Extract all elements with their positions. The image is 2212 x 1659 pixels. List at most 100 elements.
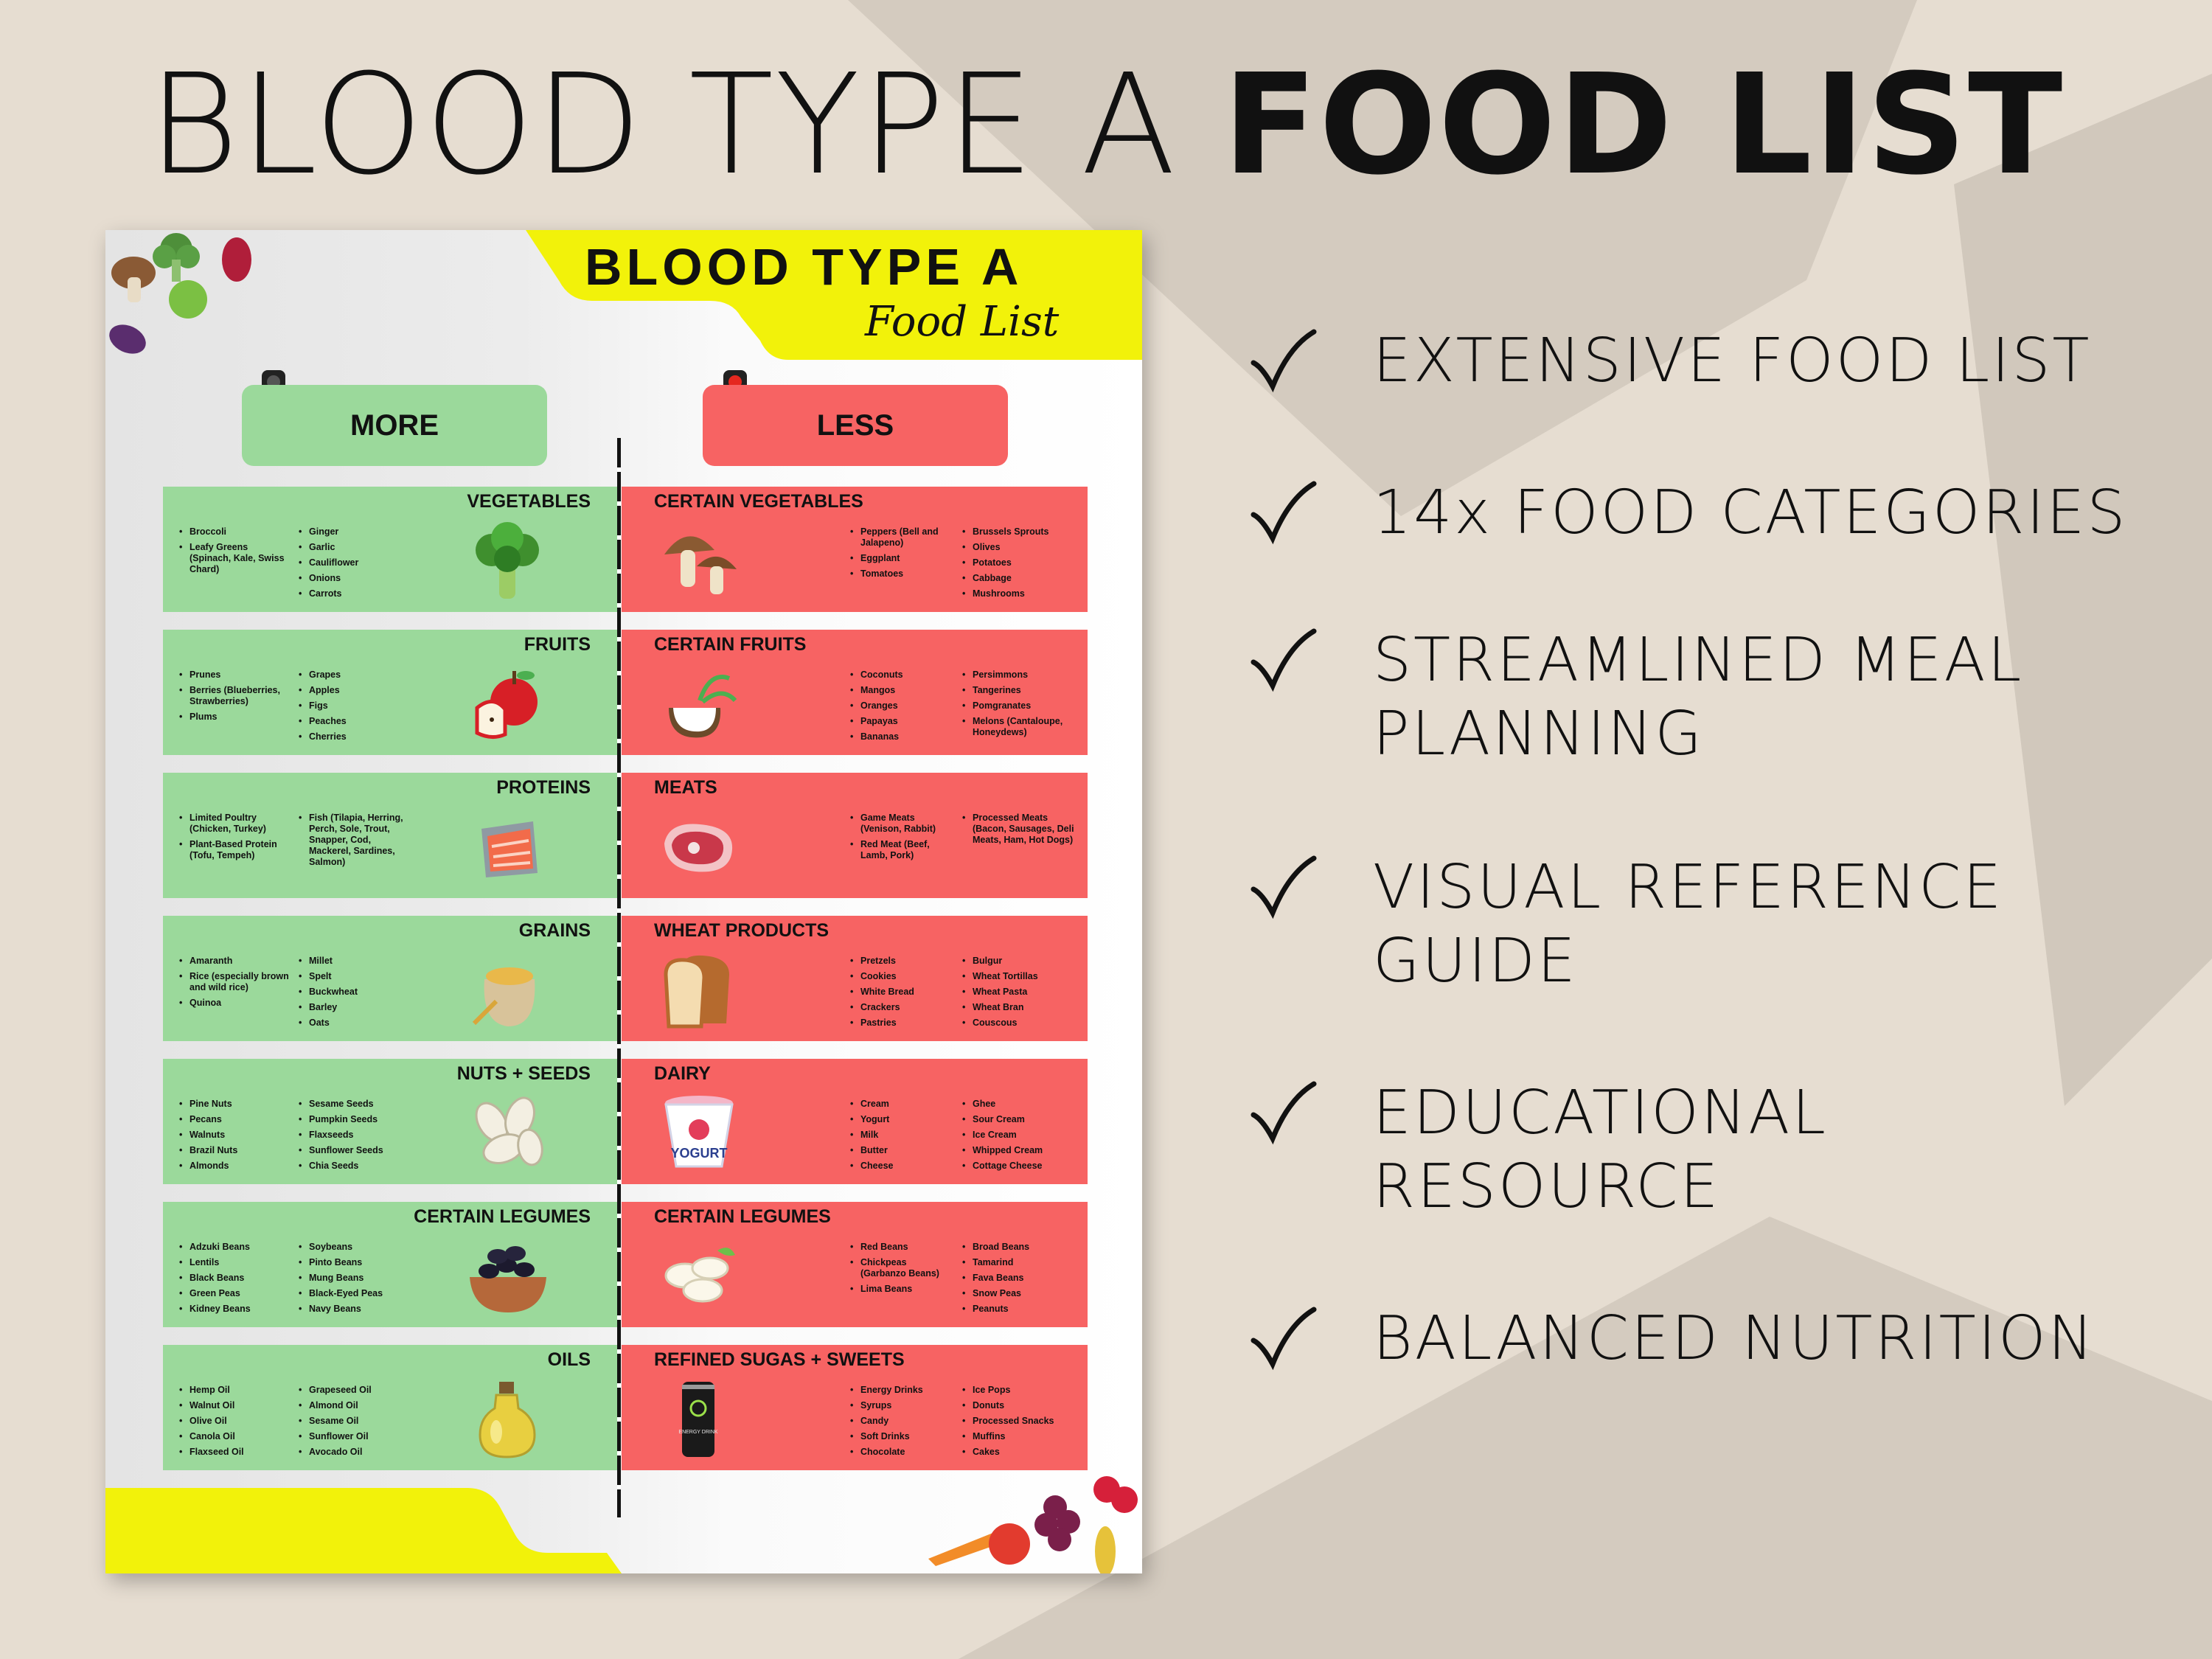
more-section-fruits: FRUITS Prunes Berries (Blueberries, Stra… [163,630,617,755]
list-item: Soybeans [299,1242,409,1253]
list-item: Melons (Cantaloupe, Honeydews) [962,716,1080,738]
list-item: Whipped Cream [962,1145,1080,1156]
section-title: CERTAIN FRUITS [654,634,807,655]
item-list: Bulgur Wheat Tortillas Wheat Pasta Wheat… [962,956,1080,1033]
list-item: Mangos [850,685,952,696]
list-item: Mung Beans [299,1273,409,1284]
list-item: Couscous [962,1018,1080,1029]
yogurt-label: YOGURT [670,1146,727,1161]
item-list: Broad Beans Tamarind Fava Beans Snow Pea… [962,1242,1080,1319]
list-item: Muffins [962,1431,1080,1442]
list-item: Prunes [179,669,290,681]
list-item: Ice Cream [962,1130,1080,1141]
item-list: Peppers (Bell and Jalapeno) Eggplant Tom… [850,526,952,584]
less-section-wheat: WHEAT PRODUCTS Pretzels Cookies White Br… [622,916,1088,1041]
list-item: Fish (Tilapia, Herring, Perch, Sole, Tro… [299,813,409,868]
list-item: Millet [299,956,409,967]
less-section-fruits: CERTAIN FRUITS Coconuts Mangos Oranges P… [622,630,1088,755]
checkmark-icon [1251,1307,1317,1371]
list-item: Sunflower Oil [299,1431,409,1442]
list-item: Grapeseed Oil [299,1385,409,1396]
more-section-grains: GRAINS Amaranth Rice (especially brown a… [163,916,617,1041]
list-item: Chickpeas (Garbanzo Beans) [850,1257,952,1279]
item-list: Ghee Sour Cream Ice Cream Whipped Cream … [962,1099,1080,1176]
less-section-legumes: CERTAIN LEGUMES Red Beans Chickpeas (Gar… [622,1202,1088,1327]
list-item: Ice Pops [962,1385,1080,1396]
list-item: Green Peas [179,1288,290,1299]
feature-text: EDUCATIONAL RESOURCE [1373,1078,1828,1222]
more-section-proteins: PROTEINS Limited Poultry (Chicken, Turke… [163,773,617,898]
item-list: Pretzels Cookies White Bread Crackers Pa… [850,956,952,1033]
yellow-banner-shape [526,230,1142,360]
item-list: Broccoli Leafy Greens (Spinach, Kale, Sw… [179,526,290,580]
list-item: Sour Cream [962,1114,1080,1125]
list-item: Red Meat (Beef, Lamb, Pork) [850,839,952,861]
more-label: MORE [350,408,439,442]
list-item: Cauliflower [299,557,409,568]
checkmark-icon [1251,628,1317,692]
list-item: Bananas [850,731,952,742]
list-item: Black Beans [179,1273,290,1284]
more-section-nuts-seeds: NUTS + SEEDS Pine Nuts Pecans Walnuts Br… [163,1059,617,1184]
section-title: CERTAIN LEGUMES [414,1206,591,1227]
poster-subtitle: Food List [865,298,1060,346]
headline-light: BLOOD TYPE A [147,44,1223,206]
list-item: Ghee [962,1099,1080,1110]
section-title: REFINED SUGAS + SWEETS [654,1349,905,1370]
item-list: Ginger Garlic Cauliflower Onions Carrots [299,526,409,604]
less-label: LESS [816,408,894,442]
list-item: Pine Nuts [179,1099,290,1110]
list-item: Walnut Oil [179,1400,290,1411]
list-item: Cheese [850,1161,952,1172]
less-section-meats: MEATS Game Meats (Venison, Rabbit) Red M… [622,773,1088,898]
section-title: MEATS [654,777,717,798]
item-list: Brussels Sprouts Olives Potatoes Cabbage… [962,526,1080,604]
list-item: Eggplant [850,553,952,564]
list-item: Peaches [299,716,409,727]
list-item: Cookies [850,971,952,982]
column-divider [617,438,621,1517]
top-left-vegetables-icon [109,233,251,354]
section-title: PROTEINS [496,777,591,798]
list-item: Chia Seeds [299,1161,409,1172]
oil-bottle-icon [479,1382,536,1458]
headline: BLOOD TYPE A FOOD LIST [0,44,2212,206]
list-item: Cottage Cheese [962,1161,1080,1172]
item-list: Grapes Apples Figs Peaches Cherries [299,669,409,747]
list-item: Processed Meats (Bacon, Sausages, Deli M… [962,813,1080,846]
item-list: Adzuki Beans Lentils Black Beans Green P… [179,1242,290,1319]
bottom-yellow-band [105,1488,622,1573]
list-item: Tamarind [962,1257,1080,1268]
section-title: CERTAIN LEGUMES [654,1206,831,1227]
item-list: Ice Pops Donuts Processed Snacks Muffins… [962,1385,1080,1462]
list-item: Processed Snacks [962,1416,1080,1427]
list-item: Pinto Beans [299,1257,409,1268]
poster-title: BLOOD TYPE A [585,238,1023,296]
poster-title-banner: BLOOD TYPE A Food List [526,230,1142,360]
list-item: Olive Oil [179,1416,290,1427]
feature-text: VISUAL REFERENCE GUIDE [1373,852,2004,996]
list-item: Hemp Oil [179,1385,290,1396]
broccoli-icon [476,522,539,599]
list-item: Potatoes [962,557,1080,568]
list-item: Crackers [850,1002,952,1013]
list-item: Brazil Nuts [179,1145,290,1156]
more-section-oils: OILS Hemp Oil Walnut Oil Olive Oil Canol… [163,1345,617,1470]
beans-bowl-icon [470,1246,546,1312]
item-list: Red Beans Chickpeas (Garbanzo Beans) Lim… [850,1242,952,1299]
list-item: Wheat Bran [962,1002,1080,1013]
salmon-icon [481,821,538,877]
bottom-right-fruits-icon [928,1476,1138,1573]
list-item: Wheat Tortillas [962,971,1080,982]
list-item: Adzuki Beans [179,1242,290,1253]
list-item: Red Beans [850,1242,952,1253]
item-list: Amaranth Rice (especially brown and wild… [179,956,290,1013]
list-item: Brussels Sprouts [962,526,1080,538]
list-item: Garlic [299,542,409,553]
item-list: Hemp Oil Walnut Oil Olive Oil Canola Oil… [179,1385,290,1462]
section-title: NUTS + SEEDS [456,1063,591,1084]
list-item: Lima Beans [850,1284,952,1295]
list-item: Lentils [179,1257,290,1268]
list-item: Almond Oil [299,1400,409,1411]
item-list: Grapeseed Oil Almond Oil Sesame Oil Sunf… [299,1385,409,1462]
